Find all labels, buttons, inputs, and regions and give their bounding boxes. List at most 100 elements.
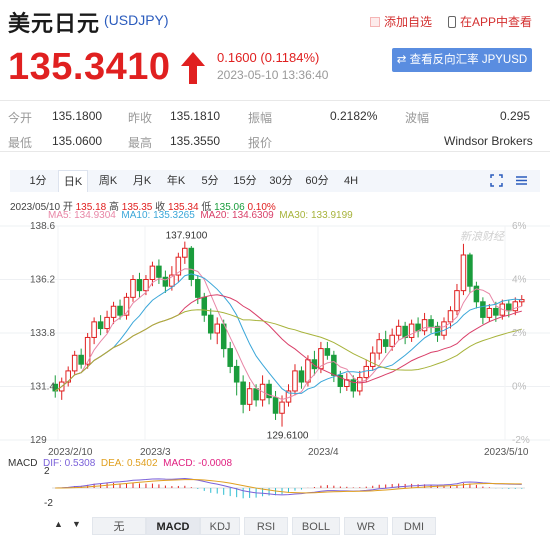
watermark: 新浪财经: [460, 230, 505, 243]
tab-60min[interactable]: 60分: [305, 175, 329, 187]
add-watchlist-button[interactable]: 添加自选: [370, 13, 432, 30]
candle-body: [408, 323, 415, 338]
candle-body: [71, 354, 78, 372]
indicator-tabs: ▲ ▼ 无 MACD KDJ RSI BOLL WR DMI: [0, 515, 550, 535]
candle-body: [240, 381, 246, 405]
candle-body: [376, 339, 382, 354]
candle-body: [324, 348, 331, 356]
candle-body: [143, 279, 149, 292]
candle-body: [201, 296, 208, 316]
candle-body: [331, 354, 337, 376]
tab-day[interactable]: 日K: [58, 170, 88, 192]
quote-source-label: 报价: [248, 136, 273, 150]
candle-body: [506, 303, 512, 312]
add-watchlist-label: 添加自选: [384, 15, 433, 29]
ohlc-date: 2023/05/10: [10, 202, 61, 213]
tab-week[interactable]: 周K: [98, 175, 118, 187]
tab-year[interactable]: 年K: [166, 175, 186, 187]
candle-body: [207, 314, 214, 334]
ma10-line: [54, 273, 522, 394]
candle-body: [52, 383, 59, 392]
add-icon: [370, 17, 380, 27]
candle-body: [460, 254, 467, 292]
stats-table: 今开 135.1800 昨收 135.1810 振幅 0.2182% 波幅 0.…: [0, 100, 550, 152]
candle-body: [110, 305, 117, 318]
candle-body: [130, 279, 136, 298]
low-label: 最低: [8, 136, 33, 150]
candle-body: [97, 321, 104, 330]
macd-readout: MACD DIF: 0.5308 DEA: 0.5402 MACD: -0.00…: [8, 458, 232, 469]
candle-body: [188, 247, 195, 280]
y-tick-label-pct: 0%: [512, 382, 527, 393]
close-short-label: 收: [155, 202, 166, 213]
ma30-value: MA30: 133.9199: [279, 210, 353, 221]
reverse-rate-button[interactable]: ⇄ 查看反向汇率 JPYUSD: [392, 48, 532, 72]
dea-line: [55, 479, 522, 494]
candle-body: [473, 285, 480, 303]
ohlc-close: 135.34: [167, 202, 199, 213]
candle-body: [428, 319, 434, 327]
y-tick-label: 138.6: [30, 221, 55, 232]
tab-month[interactable]: 月K: [132, 175, 152, 187]
ind-kdj[interactable]: KDJ: [200, 517, 240, 535]
y-tick-label: 129: [30, 435, 47, 446]
candle-body: [350, 379, 357, 392]
scroll-up-icon[interactable]: ▲: [54, 519, 63, 529]
dea-value: DEA: 0.5402: [100, 458, 158, 469]
y-tick-label: 133.8: [30, 328, 55, 339]
ma20-value: MA20: 134.6309: [200, 210, 274, 221]
candle-body: [84, 336, 91, 365]
dif-value: DIF: 0.5308: [43, 458, 96, 469]
low-value: 135.0600: [52, 134, 103, 148]
y-tick-label-pct: 2%: [512, 328, 527, 339]
fullscreen-icon[interactable]: [490, 174, 503, 187]
max-annotation: 137.9100: [166, 231, 208, 242]
tab-1min[interactable]: 1分: [29, 175, 47, 187]
candle-body: [136, 279, 143, 292]
candle-body: [512, 301, 519, 312]
candle-body: [434, 325, 441, 336]
menu-icon[interactable]: [515, 174, 528, 187]
kline-chart[interactable]: 新浪财经 138.6 6% 136.2 4% 133.8 2% 131.4 0% 129 -2% 1…: [0, 218, 550, 515]
candle-body: [363, 365, 370, 379]
open-in-app-button[interactable]: 在APP中查看: [448, 13, 532, 30]
tab-4h[interactable]: 4H: [343, 175, 359, 187]
high-short-label: 高: [109, 202, 119, 213]
candle-body: [369, 352, 376, 367]
ind-boll[interactable]: BOLL: [292, 517, 340, 535]
macd-value: MACD: -0.0008: [163, 458, 233, 469]
y-tick-label-pct: -2%: [512, 435, 530, 446]
period-tabs: 1分 日K 周K 月K 年K 5分 15分 30分 60分 4H: [10, 170, 540, 192]
candle-body: [227, 348, 233, 367]
price-change: 0.1600 (0.1184%): [217, 50, 320, 65]
ind-macd[interactable]: MACD: [146, 517, 200, 535]
candle-body: [447, 310, 454, 323]
macd-tick-label: 2: [44, 466, 50, 477]
ind-none[interactable]: 无: [92, 517, 146, 535]
candle-body: [104, 316, 110, 330]
ind-dmi[interactable]: DMI: [392, 517, 436, 535]
x-tick-label: 2023/5/10: [484, 447, 529, 458]
candle-body: [78, 354, 84, 365]
tab-30min[interactable]: 30分: [269, 175, 293, 187]
ind-wr[interactable]: WR: [344, 517, 388, 535]
y-tick-label-pct: 4%: [512, 275, 527, 286]
candle-body: [441, 321, 447, 336]
candle-body: [480, 301, 486, 318]
candle-body: [149, 265, 156, 280]
candle-body: [156, 265, 162, 278]
candle-body: [493, 307, 499, 316]
y-tick-label: 136.2: [30, 275, 55, 286]
macd-title: MACD: [8, 458, 38, 469]
candle-body: [298, 370, 305, 383]
candle-body: [169, 274, 175, 287]
scroll-down-icon[interactable]: ▼: [72, 519, 81, 529]
ma10-value: MA10: 135.3265: [121, 210, 195, 221]
tab-5min[interactable]: 5分: [201, 175, 219, 187]
amplitude-label: 振幅: [248, 111, 273, 125]
candle-body: [91, 321, 97, 338]
pair-title: 美元日元: [8, 12, 101, 37]
tab-15min[interactable]: 15分: [233, 175, 257, 187]
candle-body: [382, 339, 389, 347]
ind-rsi[interactable]: RSI: [244, 517, 288, 535]
